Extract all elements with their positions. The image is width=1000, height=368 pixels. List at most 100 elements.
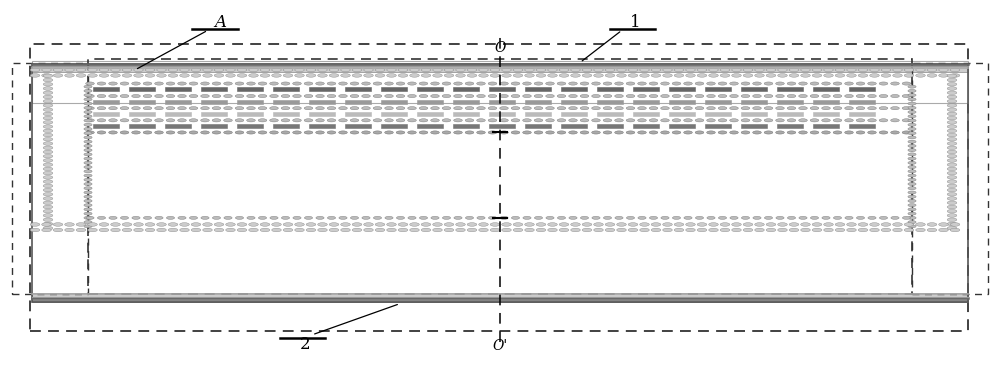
Circle shape — [339, 216, 347, 219]
Circle shape — [88, 74, 97, 77]
Circle shape — [812, 68, 822, 72]
Circle shape — [695, 131, 704, 134]
Circle shape — [741, 107, 750, 110]
Circle shape — [189, 131, 198, 134]
Bar — [381, 124, 407, 128]
Circle shape — [224, 119, 232, 122]
Circle shape — [720, 228, 730, 232]
Circle shape — [947, 171, 957, 175]
Circle shape — [546, 216, 554, 219]
Circle shape — [649, 107, 658, 110]
Circle shape — [479, 74, 488, 77]
Circle shape — [617, 68, 626, 72]
Circle shape — [718, 95, 727, 98]
Bar — [129, 124, 155, 128]
Circle shape — [947, 214, 957, 217]
Circle shape — [764, 107, 773, 110]
Circle shape — [870, 68, 879, 72]
Circle shape — [226, 68, 235, 72]
Circle shape — [341, 74, 350, 77]
Circle shape — [592, 216, 600, 219]
Bar — [32, 64, 968, 302]
Circle shape — [672, 119, 681, 122]
Circle shape — [626, 82, 635, 85]
Circle shape — [132, 95, 140, 98]
Bar — [129, 87, 155, 91]
Circle shape — [419, 95, 428, 98]
Circle shape — [628, 223, 638, 226]
Circle shape — [908, 102, 916, 105]
Circle shape — [674, 74, 684, 77]
Circle shape — [132, 216, 140, 219]
Circle shape — [76, 223, 86, 226]
Bar — [381, 112, 407, 116]
Circle shape — [741, 82, 750, 85]
Circle shape — [718, 131, 727, 134]
Circle shape — [143, 216, 152, 219]
Circle shape — [947, 121, 957, 124]
Circle shape — [42, 228, 51, 232]
Circle shape — [870, 74, 879, 77]
Circle shape — [684, 131, 692, 134]
Circle shape — [65, 223, 74, 226]
Circle shape — [43, 226, 53, 230]
Circle shape — [511, 107, 520, 110]
Circle shape — [947, 142, 957, 145]
Circle shape — [168, 74, 178, 77]
Circle shape — [84, 161, 92, 164]
Circle shape — [120, 131, 129, 134]
Circle shape — [571, 228, 580, 232]
Circle shape — [53, 74, 63, 77]
Circle shape — [442, 216, 451, 219]
Circle shape — [638, 216, 646, 219]
Circle shape — [410, 68, 419, 72]
Circle shape — [155, 107, 163, 110]
Circle shape — [155, 131, 163, 134]
Circle shape — [833, 82, 842, 85]
Circle shape — [580, 107, 589, 110]
Bar — [381, 100, 407, 104]
Circle shape — [684, 216, 692, 219]
Circle shape — [908, 136, 916, 139]
Bar — [93, 112, 119, 116]
Bar — [705, 100, 731, 104]
Circle shape — [168, 223, 178, 226]
Circle shape — [663, 223, 672, 226]
Circle shape — [86, 107, 94, 110]
Circle shape — [523, 95, 531, 98]
Circle shape — [947, 188, 957, 192]
Circle shape — [617, 228, 626, 232]
Circle shape — [293, 107, 301, 110]
Circle shape — [824, 68, 833, 72]
Circle shape — [490, 68, 500, 72]
Circle shape — [387, 223, 396, 226]
Circle shape — [84, 183, 92, 185]
Circle shape — [500, 107, 508, 110]
Circle shape — [341, 228, 350, 232]
Circle shape — [84, 220, 92, 224]
Circle shape — [109, 119, 117, 122]
Circle shape — [500, 82, 508, 85]
Circle shape — [442, 82, 451, 85]
Circle shape — [628, 228, 638, 232]
Circle shape — [879, 216, 888, 219]
Bar — [201, 100, 227, 104]
Circle shape — [856, 82, 865, 85]
Bar — [597, 124, 623, 128]
Circle shape — [84, 225, 92, 228]
Circle shape — [709, 228, 718, 232]
Circle shape — [272, 74, 281, 77]
Circle shape — [99, 223, 109, 226]
Bar — [633, 87, 659, 91]
Circle shape — [661, 107, 669, 110]
Circle shape — [626, 216, 635, 219]
Circle shape — [431, 119, 439, 122]
Circle shape — [697, 228, 707, 232]
Circle shape — [477, 107, 485, 110]
Circle shape — [304, 216, 313, 219]
Circle shape — [180, 68, 189, 72]
Circle shape — [339, 131, 347, 134]
Circle shape — [477, 82, 485, 85]
Circle shape — [789, 228, 799, 232]
Circle shape — [442, 95, 451, 98]
